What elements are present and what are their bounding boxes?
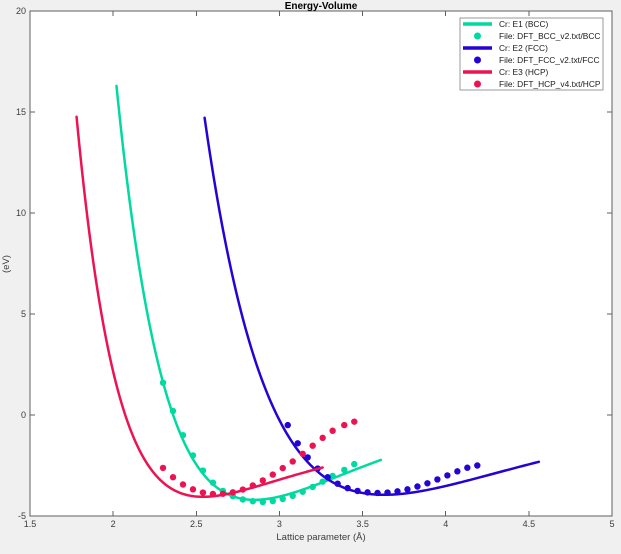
data-point bbox=[319, 478, 326, 485]
data-point bbox=[444, 472, 451, 479]
data-point bbox=[464, 464, 471, 471]
data-point bbox=[374, 489, 381, 497]
data-point bbox=[341, 466, 348, 474]
legend: Cr: E1 (BCC) File: DFT_BCC_v2.txt/BCC Cr: … bbox=[459, 17, 604, 91]
legend-item-label-bcc-dft: File: DFT_BCC_v2.txt/BCC bbox=[499, 31, 600, 41]
data-point bbox=[474, 462, 481, 469]
data-point bbox=[354, 487, 361, 495]
data-point bbox=[309, 442, 316, 449]
data-point bbox=[454, 468, 461, 475]
data-point bbox=[351, 460, 358, 468]
x-tick-label: 4 bbox=[443, 519, 448, 529]
data-point bbox=[169, 407, 177, 415]
data-point bbox=[269, 471, 276, 478]
data-point bbox=[304, 454, 311, 461]
x-tick-label: 3 bbox=[277, 519, 282, 529]
data-point bbox=[259, 498, 266, 506]
legend-item-label-hcp-fit: Cr: E3 (HCP) bbox=[499, 67, 549, 77]
data-point bbox=[344, 484, 351, 492]
data-point bbox=[404, 486, 411, 493]
data-point bbox=[299, 488, 306, 495]
x-tick-label: 4.5 bbox=[523, 519, 536, 529]
data-point bbox=[209, 490, 217, 498]
legend-box bbox=[459, 17, 604, 91]
curve-fcc-fit bbox=[203, 116, 541, 497]
data-point bbox=[329, 427, 336, 434]
data-point bbox=[169, 474, 177, 481]
data-point bbox=[199, 467, 207, 474]
data-point bbox=[384, 489, 391, 496]
x-tick-label: 5 bbox=[609, 519, 614, 529]
legend-dot-swatch-fcc-dft bbox=[474, 56, 481, 64]
data-point bbox=[239, 496, 247, 503]
data-point bbox=[394, 488, 401, 495]
plot-series bbox=[75, 84, 541, 506]
data-point bbox=[259, 477, 266, 484]
data-point bbox=[424, 480, 431, 487]
dots-hcp-dft bbox=[159, 418, 358, 498]
data-point bbox=[229, 489, 237, 496]
data-point bbox=[189, 452, 197, 459]
data-point bbox=[289, 492, 296, 499]
data-point bbox=[351, 418, 358, 425]
curve-bcc-fit bbox=[115, 84, 383, 502]
data-point bbox=[434, 476, 441, 483]
x-tick-label: 1.5 bbox=[24, 519, 37, 529]
x-axis-label: Lattice parameter (Å) bbox=[276, 532, 365, 543]
data-point bbox=[334, 480, 341, 487]
data-point bbox=[279, 464, 286, 472]
legend-item-label-fcc-fit: Cr: E2 (FCC) bbox=[499, 43, 548, 53]
data-point bbox=[269, 497, 276, 505]
data-point bbox=[414, 483, 421, 490]
data-point bbox=[324, 474, 331, 481]
data-point bbox=[219, 490, 227, 497]
data-point bbox=[299, 450, 306, 457]
y-tick-label: 15 bbox=[16, 107, 26, 117]
legend-item-label-fcc-dft: File: DFT_FCC_v2.txt/FCC bbox=[499, 55, 600, 65]
data-point bbox=[329, 472, 336, 480]
dots-fcc-dft bbox=[284, 421, 481, 497]
data-point bbox=[179, 432, 187, 439]
data-point bbox=[279, 495, 286, 503]
y-tick-label: -5 bbox=[18, 511, 26, 521]
legend-dot-swatch-bcc-dft bbox=[474, 32, 481, 40]
x-tick-label: 2.5 bbox=[190, 519, 203, 529]
legend-item-label-hcp-dft: File: DFT_HCP_v4.txt/HCP bbox=[499, 79, 601, 89]
data-point bbox=[249, 498, 257, 505]
y-tick-label: 0 bbox=[21, 410, 26, 420]
data-point bbox=[341, 421, 348, 429]
y-tick-label: 20 bbox=[16, 6, 26, 16]
data-point bbox=[179, 481, 187, 488]
data-point bbox=[199, 489, 207, 496]
data-point bbox=[364, 489, 371, 496]
data-point bbox=[209, 479, 217, 486]
data-point bbox=[239, 486, 247, 493]
data-point bbox=[159, 379, 167, 386]
curve-hcp-fit bbox=[75, 115, 324, 499]
axis-tick-labels: 1.5 2 2.5 3 3.5 4 4.5 5 -5 0 5 10 15 20 bbox=[16, 6, 615, 529]
y-tick-label: 5 bbox=[21, 309, 26, 319]
data-point bbox=[284, 421, 291, 429]
legend-item-label-bcc-fit: Cr: E1 (BCC) bbox=[499, 19, 549, 29]
y-axis-label: (eV) bbox=[1, 255, 12, 273]
data-point bbox=[319, 434, 326, 442]
data-point bbox=[249, 482, 257, 489]
x-tick-label: 2 bbox=[111, 519, 116, 529]
data-point bbox=[309, 483, 316, 491]
legend-dot-swatch-hcp-dft bbox=[474, 80, 481, 88]
plot-area bbox=[29, 10, 613, 517]
x-tick-label: 3.5 bbox=[356, 519, 369, 529]
y-tick-label: 10 bbox=[16, 208, 26, 218]
data-point bbox=[289, 458, 296, 465]
chart-title: Energy-Volume bbox=[285, 1, 358, 12]
data-point bbox=[294, 440, 301, 447]
data-point bbox=[159, 464, 167, 472]
axis-ticks bbox=[29, 10, 613, 517]
data-point bbox=[189, 486, 197, 493]
